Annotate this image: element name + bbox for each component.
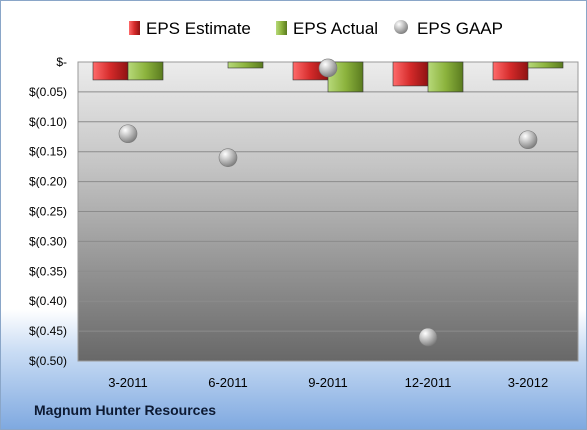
gaap-points: [118, 58, 538, 347]
y-axis: $- $(0.05) $(0.10) $(0.15) $(0.20) $(0.25) $(0…: [29, 55, 67, 368]
gaap-point: [218, 148, 238, 167]
legend: EPS Estimate EPS Actual EPS GAAP: [129, 19, 503, 38]
y-tick-label: $(0.05): [29, 85, 67, 99]
x-axis: 3-2011 6-2011 9-2011 12-2011 3-2012: [108, 375, 548, 390]
gaap-point: [318, 58, 338, 78]
x-tick-label: 3-2011: [108, 375, 148, 390]
y-tick-label: $(0.45): [29, 324, 67, 338]
legend-item-gaap: EPS GAAP: [394, 19, 503, 38]
x-tick-label: 12-2011: [405, 375, 452, 390]
legend-swatch-estimate: [129, 21, 140, 35]
y-tick-label: $(0.30): [29, 234, 67, 248]
x-tick-label: 6-2011: [208, 375, 248, 390]
actual-bar: [227, 61, 264, 69]
estimate-bar: [392, 61, 429, 87]
legend-swatch-actual: [276, 21, 287, 35]
legend-swatch-gaap: [394, 20, 408, 34]
legend-label-actual: EPS Actual: [293, 19, 378, 38]
gridlines: [78, 91, 578, 332]
y-tick-label: $(0.50): [29, 354, 67, 368]
legend-label-gaap: EPS GAAP: [417, 19, 503, 38]
y-tick-label: $(0.35): [29, 264, 67, 278]
x-tick-label: 3-2012: [508, 375, 548, 390]
estimate-bar: [492, 61, 529, 81]
y-tick-label: $(0.15): [29, 145, 67, 159]
company-name: Magnum Hunter Resources: [34, 402, 217, 418]
legend-item-actual: EPS Actual: [276, 19, 378, 38]
y-tick-label: $-: [56, 55, 67, 69]
gaap-point: [118, 124, 138, 144]
gaap-point: [418, 327, 438, 347]
legend-item-estimate: EPS Estimate: [129, 19, 251, 38]
y-tick-label: $(0.25): [29, 205, 67, 219]
actual-bar: [527, 61, 564, 69]
legend-label-estimate: EPS Estimate: [146, 19, 251, 38]
gaap-point: [518, 130, 538, 150]
actual-bar: [427, 61, 464, 93]
y-tick-label: $(0.10): [29, 115, 67, 129]
actual-bar: [127, 61, 164, 81]
y-tick-label: $(0.20): [29, 175, 67, 189]
y-tick-label: $(0.40): [29, 294, 67, 308]
estimate-bar: [92, 61, 129, 81]
x-tick-label: 9-2011: [308, 375, 348, 390]
